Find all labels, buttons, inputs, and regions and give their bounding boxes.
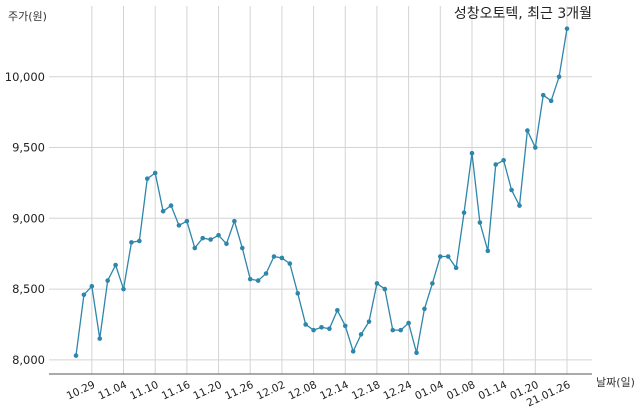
price-line [75, 28, 568, 356]
price-point [437, 254, 443, 259]
price-point [382, 286, 388, 292]
x-tick-label: 12.08 [287, 379, 319, 403]
price-point [533, 145, 538, 150]
price-point [208, 237, 213, 242]
y-axis-label: 주가(원) [8, 10, 47, 23]
price-point [263, 271, 269, 276]
x-tick-label: 01.08 [445, 379, 477, 403]
price-point [548, 98, 554, 104]
price-point [493, 162, 499, 167]
x-tick-label: 11.26 [223, 379, 256, 403]
price-point [390, 327, 396, 333]
price-point [509, 187, 514, 193]
price-point [311, 327, 316, 333]
x-tick-label: 11.04 [96, 379, 129, 403]
price-point [271, 254, 277, 259]
y-tick-label: 8,500 [12, 282, 45, 296]
price-point [160, 208, 166, 214]
y-tick-label: 10,000 [5, 70, 45, 84]
x-tick-label: 12.24 [382, 379, 415, 403]
price-point [121, 286, 126, 292]
price-point [358, 332, 364, 337]
y-tick-label: 9,500 [12, 141, 45, 155]
price-point [477, 220, 483, 225]
price-point [501, 157, 506, 163]
x-tick-label: 01.14 [477, 379, 510, 403]
x-tick-labels: 10.29 11.04 11.10 11.16 11.20 11.26 12.02 12.08… [65, 379, 573, 410]
price-point [374, 281, 380, 286]
price-point [453, 265, 459, 271]
price-point [240, 245, 245, 251]
price-point [556, 74, 562, 80]
price-point [564, 26, 570, 31]
price-point [113, 262, 118, 268]
price-point [303, 322, 308, 327]
price-point [414, 350, 419, 356]
x-tick-label: 11.20 [191, 379, 223, 403]
price-point [517, 203, 522, 208]
price-point [525, 128, 530, 133]
price-point [144, 176, 150, 181]
x-tick-label: 12.14 [318, 379, 351, 403]
price-point [461, 210, 467, 215]
price-point [232, 218, 237, 224]
price-point [168, 203, 174, 208]
chart-title: 성창오토텍, 최근 3개월 [454, 6, 592, 22]
price-point [105, 278, 110, 283]
price-point [81, 292, 87, 298]
price-point [224, 241, 229, 247]
x-tick-label: 12.02 [255, 379, 287, 403]
price-point [295, 291, 301, 296]
y-tick-label: 8,000 [12, 353, 45, 367]
price-point [200, 235, 206, 241]
price-point [327, 326, 332, 332]
x-tick-label: 12.18 [350, 379, 382, 403]
price-point [422, 306, 427, 312]
price-point [152, 170, 158, 176]
price-point [89, 283, 95, 289]
price-point [247, 276, 253, 282]
y-tick-labels: 8,000 8,500 9,000 9,500 10,000 [5, 70, 45, 367]
price-point [279, 255, 285, 261]
price-point [287, 261, 293, 266]
price-point [73, 353, 79, 358]
x-tick-label: 11.16 [160, 379, 193, 403]
x-tick-label: 10.29 [65, 379, 97, 403]
price-point [540, 92, 546, 98]
price-point [398, 327, 403, 333]
price-point [445, 254, 451, 259]
price-point [366, 319, 372, 324]
grid-lines [49, 6, 592, 374]
price-point [469, 150, 475, 156]
x-tick-label: 01.04 [413, 379, 446, 403]
y-tick-label: 9,000 [12, 211, 45, 225]
price-point [184, 218, 190, 224]
price-point [342, 323, 348, 329]
x-axis-label: 날짜(일) [596, 375, 635, 389]
price-point [137, 238, 142, 244]
price-point [335, 308, 340, 313]
price-point [485, 248, 491, 254]
price-point [129, 240, 134, 245]
price-point [319, 324, 324, 330]
price-point [216, 232, 221, 238]
price-point [192, 245, 198, 251]
price-point [406, 320, 411, 326]
price-points [73, 26, 570, 358]
price-point [255, 278, 261, 283]
price-point [97, 336, 103, 341]
price-point [176, 223, 182, 228]
x-tick-label: 11.10 [128, 379, 160, 403]
price-point [430, 281, 435, 286]
price-point [350, 349, 356, 354]
